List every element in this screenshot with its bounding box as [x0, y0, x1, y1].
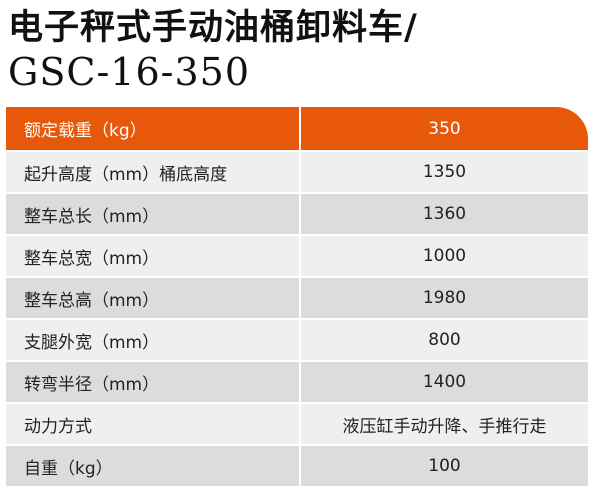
table-row: 整车总宽（mm） 1000: [6, 236, 588, 276]
row-label: 动力方式: [6, 404, 299, 444]
row-value: 100: [301, 446, 588, 486]
row-label: 自重（kg）: [6, 446, 299, 486]
table-row: 支腿外宽（mm） 800: [6, 320, 588, 360]
row-label: 整车总宽（mm）: [6, 236, 299, 276]
row-value: 1980: [301, 278, 588, 318]
table-row: 自重（kg） 100: [6, 446, 588, 486]
row-label: 整车总高（mm）: [6, 278, 299, 318]
row-label: 转弯半径（mm）: [6, 362, 299, 402]
table-row: 整车总长（mm） 1360: [6, 194, 588, 234]
header-label: 额定载重（kg）: [6, 107, 299, 150]
row-label: 支腿外宽（mm）: [6, 320, 299, 360]
table-header-row: 额定载重（kg） 350: [6, 107, 588, 150]
table-row: 转弯半径（mm） 1400: [6, 362, 588, 402]
table-row: 动力方式 液压缸手动升降、手推行走: [6, 404, 588, 444]
row-value: 1350: [301, 152, 588, 192]
row-value: 1000: [301, 236, 588, 276]
spec-table: 额定载重（kg） 350 起升高度（mm）桶底高度 1350 整车总长（mm） 136…: [6, 107, 588, 488]
title-line-1: 电子秤式手动油桶卸料车/: [8, 8, 418, 48]
row-label: 起升高度（mm）桶底高度: [6, 152, 299, 192]
row-value: 1360: [301, 194, 588, 234]
title-model: GSC-16-350: [8, 50, 251, 94]
table-row: 整车总高（mm） 1980: [6, 278, 588, 318]
page-title: 电子秤式手动油桶卸料车/ GSC-16-350: [8, 6, 418, 94]
row-value: 液压缸手动升降、手推行走: [301, 404, 588, 444]
row-value: 800: [301, 320, 588, 360]
row-value: 1400: [301, 362, 588, 402]
header-value: 350: [301, 107, 588, 150]
table-row: 起升高度（mm）桶底高度 1350: [6, 152, 588, 192]
row-label: 整车总长（mm）: [6, 194, 299, 234]
